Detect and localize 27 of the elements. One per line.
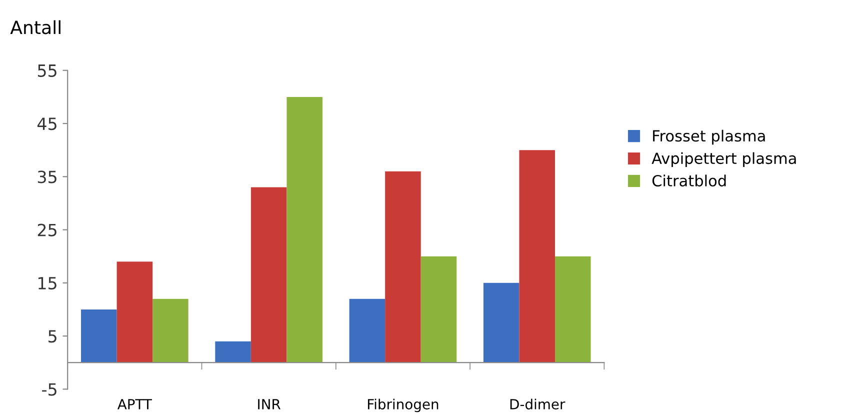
bar bbox=[519, 150, 555, 363]
y-tick-label: 45 bbox=[37, 118, 56, 130]
y-tick-label: 25 bbox=[38, 224, 56, 236]
y-tick-label: -5 bbox=[42, 383, 56, 396]
legend-label: Frosset plasma bbox=[653, 130, 765, 145]
x-tick-label: INR bbox=[258, 399, 280, 410]
bar bbox=[116, 262, 153, 363]
y-axis-title: Antall bbox=[10, 20, 60, 34]
y-tick-label: 5 bbox=[48, 330, 56, 343]
legend-label: Avpipettert plasma bbox=[652, 152, 796, 168]
x-tick-label: APTT bbox=[117, 399, 152, 410]
y-tick-label: 15 bbox=[38, 277, 56, 290]
legend-label: Citratblod bbox=[652, 174, 726, 186]
y-tick-label: 35 bbox=[38, 170, 56, 184]
bar bbox=[250, 187, 287, 363]
bar bbox=[286, 96, 322, 363]
x-tick-label: Fibrinogen bbox=[368, 398, 438, 412]
bar bbox=[215, 341, 251, 363]
bar bbox=[554, 256, 591, 363]
y-tick-label: 55 bbox=[38, 64, 56, 77]
bar bbox=[81, 309, 117, 363]
bar bbox=[385, 171, 421, 363]
bar bbox=[152, 298, 188, 363]
bar bbox=[349, 298, 386, 363]
bar bbox=[483, 282, 520, 363]
bar bbox=[420, 256, 457, 363]
x-tick-label: D-dimer bbox=[510, 398, 566, 410]
